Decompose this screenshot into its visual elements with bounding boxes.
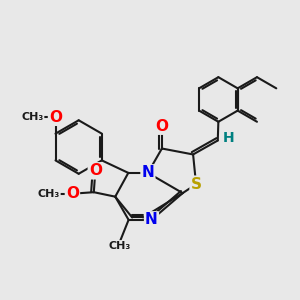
Text: CH₃: CH₃ [21, 112, 44, 122]
Text: CH₃: CH₃ [109, 241, 131, 251]
Text: O: O [89, 163, 102, 178]
Text: O: O [66, 186, 79, 201]
Text: O: O [155, 119, 168, 134]
Text: O: O [49, 110, 62, 125]
Text: S: S [190, 177, 202, 192]
Text: N: N [142, 165, 154, 180]
Text: N: N [145, 212, 158, 227]
Text: H: H [223, 130, 235, 145]
Text: CH₃: CH₃ [38, 189, 60, 199]
